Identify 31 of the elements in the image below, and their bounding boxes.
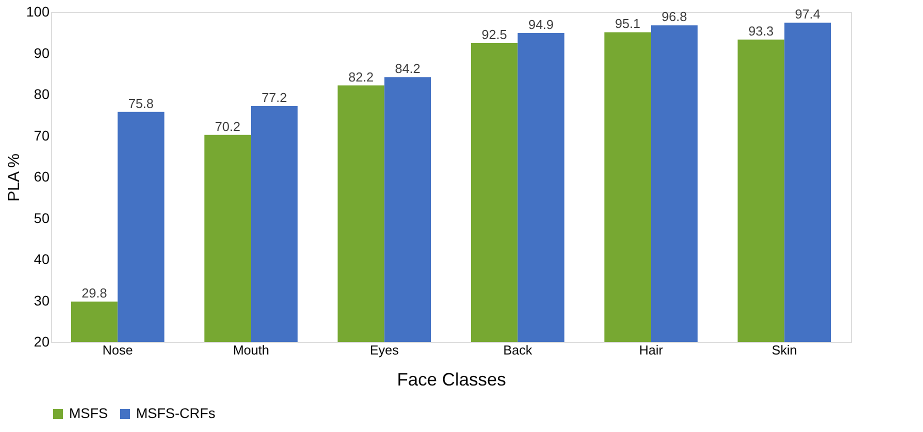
data-label: 96.8	[662, 9, 687, 24]
y-tick-label: 20	[34, 334, 50, 350]
data-label: 75.8	[128, 96, 154, 111]
x-tick-label: Mouth	[232, 342, 270, 358]
x-tick-label: Nose	[102, 342, 133, 358]
x-tick-label: Back	[503, 342, 533, 358]
y-tick-label: 40	[34, 251, 50, 267]
y-tick-label: 50	[34, 210, 50, 226]
legend-label: MSFS-CRFs	[136, 405, 216, 421]
data-label: 29.8	[82, 286, 107, 301]
legend-label: MSFS	[69, 405, 108, 421]
data-label: 93.3	[748, 24, 774, 39]
y-tick-label: 60	[34, 168, 50, 184]
y-tick-label: 100	[26, 4, 50, 20]
data-label: 82.2	[348, 69, 374, 84]
y-tick-label: 70	[34, 127, 50, 144]
data-label: 84.2	[395, 61, 420, 76]
x-tick-label: Eyes	[370, 342, 400, 358]
data-label: 97.4	[795, 6, 820, 22]
data-label: 92.5	[482, 26, 507, 42]
data-label: 77.2	[262, 90, 287, 106]
y-tick-label: 90	[34, 44, 50, 61]
y-tick-label: 80	[34, 86, 50, 102]
x-tick-label: Skin	[772, 342, 797, 358]
x-tick-label: Hair	[639, 342, 664, 358]
data-label: 94.9	[528, 17, 554, 32]
x-axis-title: Face Classes	[396, 370, 506, 390]
data-label: 95.1	[615, 16, 640, 32]
y-tick-label: 30	[34, 292, 50, 308]
data-label: 70.2	[215, 118, 240, 134]
y-axis-title: PLA %	[6, 153, 24, 202]
